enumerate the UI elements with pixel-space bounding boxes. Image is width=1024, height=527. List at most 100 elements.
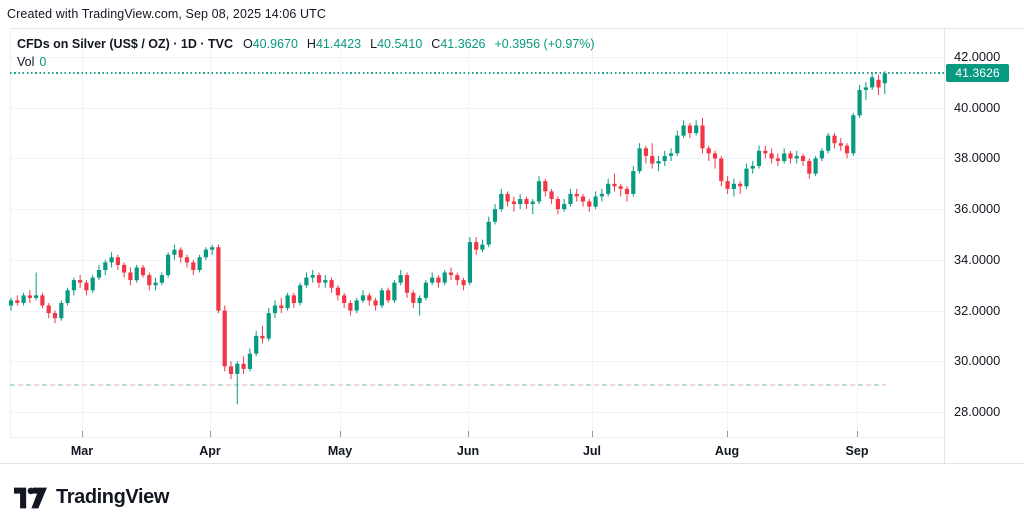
top-separator [10, 28, 1024, 29]
candle [59, 300, 64, 321]
candle [844, 143, 850, 159]
y-axis-label: 42.0000 [954, 49, 1001, 64]
candle [675, 130, 680, 156]
candle [210, 244, 215, 255]
candle [851, 112, 856, 156]
candle [272, 300, 278, 319]
x-axis-label: Jul [582, 444, 602, 458]
v-gridline [340, 28, 341, 437]
candle [222, 305, 227, 372]
candle [580, 193, 586, 207]
candle [285, 292, 290, 311]
candle [298, 282, 303, 306]
candle [8, 297, 14, 311]
current-price-badge: 41.3626 [946, 64, 1009, 83]
candle [153, 277, 158, 291]
candle [304, 272, 309, 288]
candle [687, 122, 692, 139]
candle [738, 181, 743, 194]
candle [562, 199, 567, 212]
candle [84, 280, 89, 296]
candle [744, 163, 749, 189]
candle [140, 264, 146, 278]
candle [310, 270, 315, 283]
y-axis-label: 38.0000 [954, 150, 1001, 166]
candle [750, 161, 755, 174]
y-axis-label: 36.0000 [954, 201, 1001, 217]
candle [71, 277, 76, 296]
candle [178, 247, 183, 263]
volume-legend: Vol 0 [17, 55, 46, 69]
candle [34, 272, 39, 301]
candle [448, 267, 454, 281]
candle [599, 188, 604, 202]
candle [417, 295, 422, 316]
candle [203, 247, 208, 260]
candle [681, 120, 686, 139]
candle [555, 196, 560, 215]
candle [367, 292, 372, 306]
candle [731, 178, 736, 197]
volume-value: 0 [39, 55, 47, 69]
candle [15, 295, 20, 306]
candle [857, 84, 862, 118]
candle [593, 191, 598, 210]
tradingview-logo[interactable]: TradingView [14, 486, 169, 509]
candle [373, 297, 378, 311]
symbol-title: CFDs on Silver (US$ / OZ) · 1D · TVC [17, 37, 233, 51]
candle [316, 272, 322, 288]
candle [863, 82, 868, 101]
chart-crosshair-area[interactable] [10, 28, 944, 437]
candle [775, 153, 780, 166]
candle [455, 272, 460, 286]
candle [694, 120, 699, 136]
candle [800, 153, 806, 166]
x-axis-label: Sep [845, 444, 869, 458]
x-axis-tick [82, 431, 83, 437]
candle [725, 176, 730, 194]
candle [467, 237, 472, 286]
candle [27, 290, 32, 303]
candle [832, 133, 837, 149]
h-gridline [10, 209, 944, 211]
candle [172, 244, 177, 260]
x-axis-tick [857, 431, 858, 437]
candle [329, 277, 334, 293]
x-axis-label: May [327, 444, 353, 458]
candle [46, 303, 51, 319]
y-axis-label: 30.0000 [954, 353, 1001, 369]
candle [549, 188, 554, 205]
volume-label: Vol [17, 55, 35, 69]
candle [134, 264, 139, 283]
candle [612, 173, 617, 192]
candle [826, 133, 831, 154]
candle [228, 361, 234, 379]
candle [241, 356, 246, 374]
candle [103, 259, 108, 276]
candle [813, 155, 818, 177]
candle [52, 310, 58, 324]
tradingview-logo-icon [14, 487, 47, 508]
candle [668, 148, 674, 161]
candle [876, 74, 881, 95]
candle [530, 199, 535, 215]
candle [587, 199, 592, 212]
candle [769, 148, 774, 164]
candle [788, 150, 793, 164]
x-axis-label: Apr [199, 444, 221, 458]
candle [480, 239, 485, 253]
ohlc-low: L40.5410 [370, 37, 423, 51]
x-axis-tick [727, 431, 728, 437]
candle [40, 292, 45, 308]
v-gridline [210, 28, 211, 437]
candle [662, 150, 667, 166]
candle [436, 275, 441, 288]
candle [65, 287, 70, 306]
candle [354, 297, 359, 314]
y-axis-label: 32.0000 [954, 302, 1001, 318]
candle [398, 270, 403, 286]
candle [411, 290, 416, 308]
candle [430, 272, 435, 286]
